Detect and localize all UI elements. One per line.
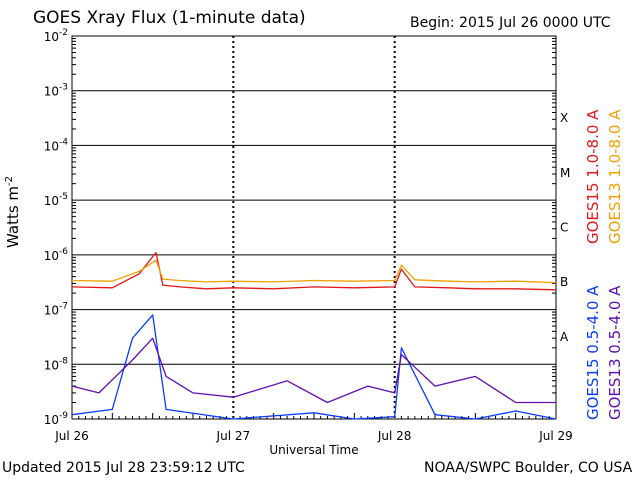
legend-goes13-long-text: GOES13 1.0-8.0 A [606, 109, 624, 244]
updated-timestamp: Updated 2015 Jul 28 23:59:12 UTC [2, 460, 245, 476]
x-axis-label: Universal Time [269, 443, 358, 457]
y-tick-base: 10 [44, 358, 59, 372]
chart-title: GOES Xray Flux (1-minute data) [33, 8, 306, 28]
legend-goes15-long-text: GOES15 1.0-8.0 A [584, 109, 602, 244]
y-tick-label: 10-8 [44, 356, 69, 372]
y-tick-label: 10-6 [44, 247, 69, 263]
legend-goes15-short-text: GOES15 0.5-4.0 A [584, 285, 602, 420]
flare-class-label: A [560, 330, 569, 344]
y-tick-label: 10-5 [44, 192, 68, 208]
y-tick-base: 10 [44, 249, 59, 263]
legend-goes15-long: GOES15 1.0-8.0 A [584, 110, 602, 244]
y-tick-label: 10-9 [44, 411, 69, 427]
begin-time: Begin: 2015 Jul 26 0000 UTC [410, 15, 611, 31]
y-tick-exponent: -2 [59, 28, 68, 38]
legend-goes15-short: GOES15 0.5-4.0 A [584, 286, 602, 420]
y-tick-label: 10-7 [44, 302, 68, 318]
y-tick-exponent: -7 [59, 302, 68, 312]
flare-class-label: M [560, 166, 570, 180]
series-line-0 [71, 251, 557, 291]
x-tick-label: Jul 27 [216, 429, 251, 443]
x-tick-label: Jul 26 [54, 429, 89, 443]
y-tick-label: 10-3 [44, 83, 68, 99]
legend-goes13-short-text: GOES13 0.5-4.0 A [606, 285, 624, 420]
legend-goes13-long: GOES13 1.0-8.0 A [606, 110, 624, 244]
y-tick-exponent: -9 [59, 411, 68, 421]
y-tick-base: 10 [44, 85, 59, 99]
flare-class-label: B [560, 275, 568, 289]
credit-text: NOAA/SWPC Boulder, CO USA [424, 460, 633, 476]
series-line-1 [71, 259, 557, 284]
y-tick-base: 10 [44, 139, 59, 153]
flare-class-label: C [560, 221, 568, 235]
y-tick-base: 10 [44, 30, 59, 44]
legend-goes13-short: GOES13 0.5-4.0 A [606, 286, 624, 420]
y-tick-base: 10 [44, 413, 59, 427]
y-tick-base: 10 [44, 194, 59, 208]
series-line-3 [71, 337, 556, 404]
y-tick-exponent: -5 [59, 192, 68, 202]
y-tick-exponent: -4 [59, 137, 68, 147]
y-tick-label: 10-4 [44, 137, 69, 153]
x-tick-label: Jul 29 [538, 429, 573, 443]
y-tick-exponent: -8 [59, 356, 68, 366]
y-tick-label: 10-2 [44, 28, 68, 44]
x-tick-label: Jul 28 [377, 429, 412, 443]
y-tick-exponent: -6 [59, 247, 68, 257]
flare-class-label: X [560, 111, 568, 125]
y-tick-base: 10 [44, 304, 59, 318]
series-line-2 [71, 314, 557, 420]
plot-frame [71, 35, 557, 420]
y-tick-exponent: -3 [59, 83, 68, 93]
